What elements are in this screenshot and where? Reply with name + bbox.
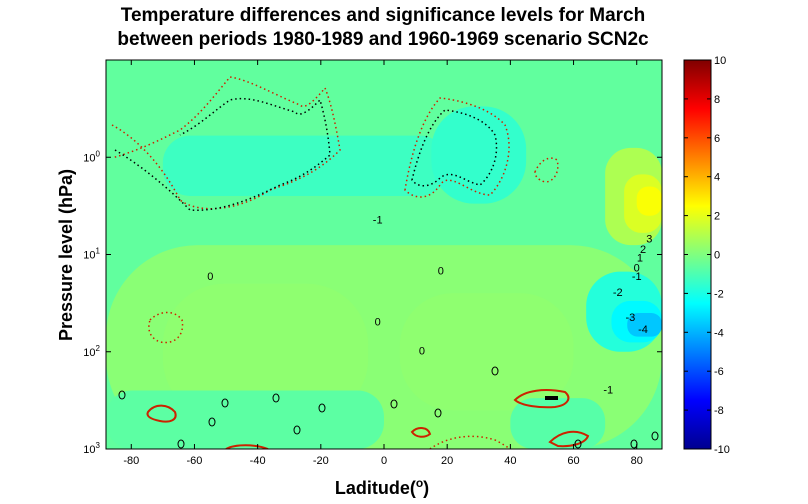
sig-contour-mid-left — [148, 311, 184, 344]
contour-label: 0 — [375, 316, 381, 328]
x-tick-label: 20 — [441, 455, 453, 467]
sig-contour-inner-left — [114, 97, 331, 211]
contour-red-4 — [410, 427, 432, 438]
contour-label: 1 — [637, 252, 643, 264]
small-contour — [221, 398, 229, 408]
x-tick-label: 80 — [631, 455, 643, 467]
y-tick-exponent: 2 — [96, 344, 101, 353]
small-contour — [177, 439, 185, 449]
colorbar-tick-label: -8 — [714, 405, 724, 417]
x-tick-label: -20 — [313, 455, 329, 467]
x-tick-label: 60 — [567, 455, 579, 467]
y-tick-exponent: 3 — [96, 441, 101, 450]
y-tick-label: 102 — [83, 344, 100, 359]
colorbar-tick-label: 8 — [714, 94, 720, 106]
contour-label: 0 — [438, 266, 444, 278]
y-tick-label: 101 — [83, 247, 100, 262]
contour-label: -1 — [632, 271, 642, 283]
solid-contours — [146, 389, 590, 449]
sig-contour-bottom — [429, 435, 511, 449]
y-axis-label: Pressure level (hPa) — [56, 169, 76, 341]
small-contour — [118, 390, 126, 400]
x-axis-label-text: Laditude( — [335, 478, 416, 498]
x-axis-label: Laditude(o) — [335, 476, 429, 498]
y-tick-base: 10 — [83, 444, 95, 456]
colorbar-tick-label: 6 — [714, 133, 720, 145]
small-contour — [318, 403, 326, 413]
y-tick-label: 100 — [83, 149, 100, 164]
small-contour — [208, 417, 216, 427]
region-6 — [431, 106, 527, 204]
colorbar-tick-label: 0 — [714, 250, 720, 262]
contour-label: 0 — [207, 271, 213, 283]
small-contour — [491, 366, 499, 376]
contour-red-1 — [146, 404, 177, 423]
colorbar-tick-label: -2 — [714, 288, 724, 300]
contour-label: -1 — [373, 215, 383, 227]
x-tick-label: -40 — [250, 455, 266, 467]
small-contour — [293, 425, 301, 435]
x-tick-label: 40 — [504, 455, 516, 467]
colorbar-tick-label: -10 — [714, 444, 730, 456]
significance-dotted-contours — [111, 76, 559, 449]
contour-label: 0 — [634, 263, 640, 275]
x-axis-label-superscript: o — [416, 476, 423, 490]
contour-label: 0 — [419, 346, 425, 358]
sig-contour-outer-left — [111, 76, 341, 210]
colorbar-ticks: 10 8 6 4 2 0 -2 -4 -6 -8 -10 — [684, 55, 730, 456]
region-12 — [636, 186, 662, 216]
y-tick-base: 10 — [83, 152, 95, 164]
contour-label: 2 — [640, 244, 646, 256]
contour-label: -4 — [638, 324, 648, 336]
contour-label: -1 — [603, 384, 613, 396]
colorbar-tick-label: -4 — [714, 327, 724, 339]
x-tick-label: -60 — [187, 455, 203, 467]
small-contour — [574, 439, 582, 449]
region-9 — [627, 313, 662, 337]
chart-title-line-2: between periods 1980-1989 and 1960-1969 … — [117, 29, 649, 50]
contour-label: 3 — [646, 233, 652, 245]
x-axis-ticks: -80 -60 -40 -20 0 20 40 60 80 — [123, 60, 643, 467]
colorbar-tick-label: 2 — [714, 211, 720, 223]
small-contour — [390, 399, 398, 409]
region-3 — [106, 390, 384, 449]
region-4 — [510, 398, 606, 449]
small-contour — [434, 408, 442, 418]
small-contour — [651, 431, 659, 441]
contour-label: -3 — [626, 312, 636, 324]
sig-contour-outer-right — [404, 97, 510, 198]
x-tick-label: 0 — [381, 455, 387, 467]
filled-regions — [106, 106, 662, 449]
colorbar-tick-label: 10 — [714, 55, 726, 67]
x-tick-label: -80 — [123, 455, 139, 467]
contour-label: -2 — [613, 287, 623, 299]
contour-red-2 — [513, 389, 570, 409]
contour-red-3 — [548, 430, 590, 448]
region-2 — [399, 293, 574, 411]
chart-title-line-1: Temperature differences and significance… — [121, 5, 645, 26]
y-tick-label: 103 — [83, 441, 100, 456]
y-tick-exponent: 0 — [96, 149, 101, 158]
contour-red-5 — [225, 444, 269, 449]
region-5 — [162, 135, 448, 196]
y-tick-base: 10 — [83, 347, 95, 359]
colorbar-tick-label: 4 — [714, 172, 720, 184]
region-1 — [162, 283, 369, 420]
colorbar-tick-label: -6 — [714, 366, 724, 378]
colorbar — [683, 59, 712, 450]
small-contour — [272, 393, 280, 403]
y-tick-base: 10 — [83, 250, 95, 262]
x-axis-label-close: ) — [423, 478, 429, 498]
y-tick-exponent: 1 — [96, 247, 101, 256]
